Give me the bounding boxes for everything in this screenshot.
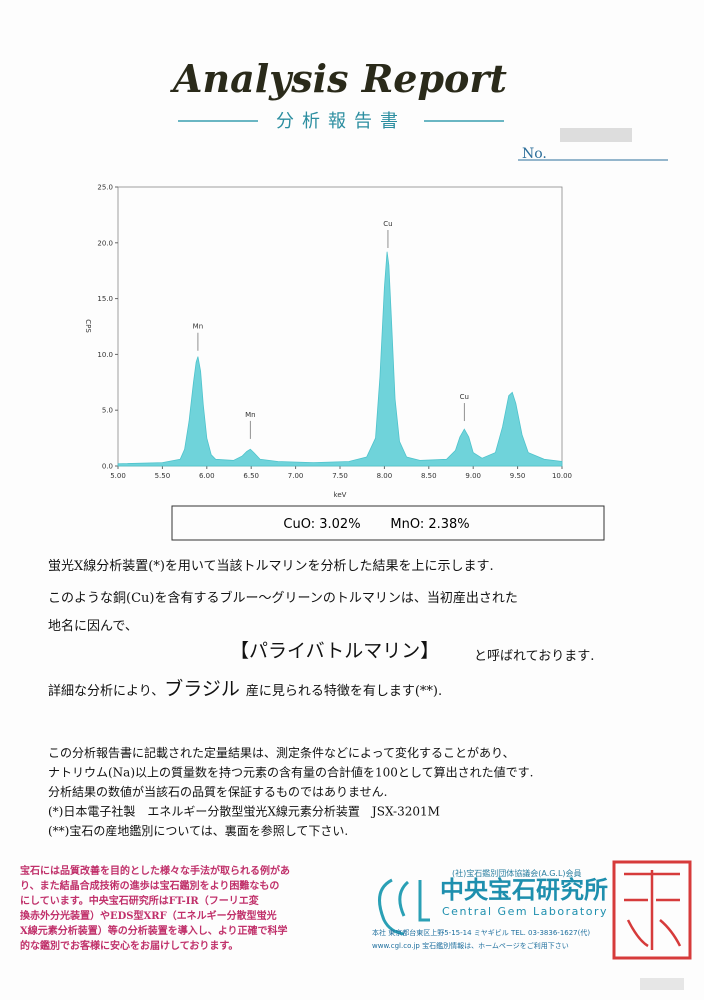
peak-label: Mn bbox=[193, 323, 203, 331]
y-tick-label: 15.0 bbox=[97, 295, 113, 303]
peak-label: Cu bbox=[383, 220, 392, 228]
note-line: この分析報告書に記載された定量結果は、測定条件などによって変化することがあり、 bbox=[48, 745, 515, 760]
x-axis-label: keV bbox=[334, 491, 347, 499]
y-axis-label: CPS bbox=[84, 319, 92, 333]
note-line: ナトリウム(Na)以上の質量数を持つ元素の含有量の合計値を100として算出された… bbox=[48, 765, 533, 780]
redacted bbox=[560, 128, 632, 142]
detail-after: 産に見られる特徴を有します(**). bbox=[246, 683, 442, 699]
x-tick-label: 8.50 bbox=[421, 472, 437, 480]
body-line: 詳細な分析により、ブラジル 産に見られる特徴を有します(**). bbox=[48, 677, 442, 700]
x-tick-label: 9.00 bbox=[465, 472, 481, 480]
gem-name: 【パライバトルマリン】 bbox=[230, 640, 439, 662]
no-label: No. bbox=[522, 146, 547, 162]
x-tick-label: 5.00 bbox=[110, 472, 126, 480]
web: www.cgl.co.jp 宝石鑑別情報は、ホームページをご利用下さい bbox=[372, 941, 569, 950]
x-tick-label: 5.50 bbox=[155, 472, 171, 480]
company-en: Central Gem Laboratory bbox=[442, 905, 608, 918]
x-tick-label: 8.00 bbox=[377, 472, 393, 480]
notice: 宝石には品質改善を目的とした様々な手法が取られる例があり、また結晶合成技術の進歩… bbox=[20, 864, 290, 952]
note-line: (**)宝石の産地鑑別については、裏面を参照して下さい. bbox=[48, 823, 348, 838]
notes: この分析報告書に記載された定量結果は、測定条件などによって変化することがあり、ナ… bbox=[48, 745, 533, 838]
note-line: 分析結果の数値が当該石の品質を保証するものではありません. bbox=[48, 784, 387, 799]
body-line: と呼ばれております. bbox=[474, 649, 594, 664]
spectrum-chart: 0.0 5.0 10.0 15.0 20.0 25.0 5.00 5.50 6.00 6.50 7.… bbox=[84, 184, 572, 500]
x-tick-label: 6.00 bbox=[199, 472, 215, 480]
notice-line: X線元素分析装置）等の分析装置を導入し、より正確で科学 bbox=[20, 924, 288, 937]
logo-mark bbox=[398, 880, 430, 922]
notice-line: にしています。中央宝石研究所はFT-IR（フーリエ変 bbox=[20, 894, 260, 907]
x-tick-label: 6.50 bbox=[243, 472, 259, 480]
x-tick-label: 7.00 bbox=[288, 472, 304, 480]
x-tick-label: 10.00 bbox=[552, 472, 572, 480]
body-line: 蛍光X線分析装置(*)を用いて当該トルマリンを分析した結果を上に示します. bbox=[48, 558, 494, 574]
origin: ブラジル bbox=[164, 677, 240, 700]
company: 中央宝石研究所 bbox=[440, 876, 608, 904]
y-tick-label: 0.0 bbox=[102, 463, 113, 471]
y-tick-label: 25.0 bbox=[97, 184, 113, 192]
y-tick-label: 5.0 bbox=[102, 407, 113, 415]
result-mno: MnO: 2.38% bbox=[390, 517, 469, 532]
result-cuo: CuO: 3.02% bbox=[283, 517, 360, 532]
spectrum bbox=[117, 251, 563, 467]
body-line: 地名に因んで、 bbox=[48, 618, 138, 634]
detail-before: 詳細な分析により、 bbox=[48, 683, 164, 699]
peak-label: Cu bbox=[460, 393, 469, 401]
subtitle: 分析報告書 bbox=[276, 111, 406, 132]
x-tick-label: 9.50 bbox=[510, 472, 526, 480]
notice-line: り、また結晶合成技術の進歩は宝石鑑別をより困難なもの bbox=[20, 879, 279, 892]
seal-mark bbox=[624, 870, 682, 950]
notice-line: 宝石には品質改善を目的とした様々な手法が取られる例があ bbox=[20, 864, 290, 877]
notice-line: 換赤外分光装置）やEDS型XRF（エネルギー分散型蛍光 bbox=[20, 909, 277, 922]
redacted bbox=[640, 978, 684, 990]
address: 本社 東京都台東区上野5-15-14 ミヤギビル TEL. 03-3836-16… bbox=[372, 928, 590, 937]
result-box bbox=[171, 505, 605, 541]
membership: (社)宝石鑑別団体協議会(A.G.L)会員 bbox=[452, 868, 582, 878]
body-line: このような銅(Cu)を含有するブルー～グリーンのトルマリンは、当初産出された bbox=[48, 590, 518, 606]
y-tick-label: 20.0 bbox=[97, 239, 113, 247]
title: Analysis Report bbox=[170, 56, 507, 101]
y-tick-label: 10.0 bbox=[97, 351, 113, 359]
peak-label: Mn bbox=[245, 411, 255, 419]
x-tick-label: 7.50 bbox=[332, 472, 348, 480]
seal bbox=[612, 860, 692, 960]
logo-mark bbox=[378, 878, 405, 936]
note-line: (*)日本電子社製 エネルギー分散型蛍光X線元素分析装置 JSX-3201M bbox=[48, 804, 440, 819]
notice-line: 的な鑑別でお客様に安心をお届けしております。 bbox=[20, 939, 238, 952]
